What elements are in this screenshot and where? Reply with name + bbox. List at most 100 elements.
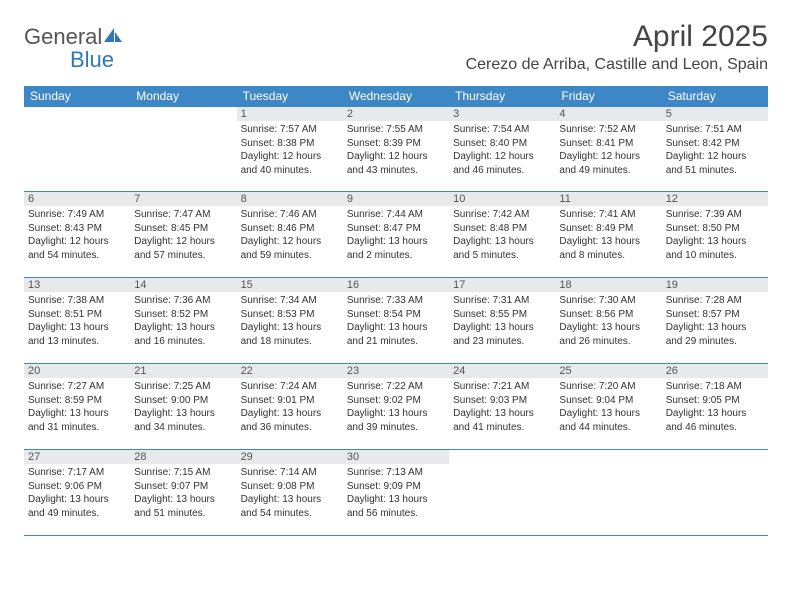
day-sunset: Sunset: 8:48 PM [453,222,551,236]
day-day2: and 57 minutes. [134,249,232,263]
day-number: 18 [559,278,571,293]
day-day1: Daylight: 13 hours [666,321,764,335]
day-number-row [130,107,236,121]
day-sunset: Sunset: 8:59 PM [28,394,126,408]
day-day1: Daylight: 12 hours [241,235,339,249]
day-sunset: Sunset: 8:38 PM [241,137,339,151]
day-sunset: Sunset: 9:00 PM [134,394,232,408]
day-cell: 11 Sunrise: 7:41 AMSunset: 8:49 PMDayligh… [555,192,661,277]
day-header: Sunday [24,86,130,106]
day-cell: 3Sunrise: 7:54 AMSunset: 8:40 PMDaylight… [449,107,555,191]
day-day2: and 5 minutes. [453,249,551,263]
day-sunrise: Sunrise: 7:47 AM [134,208,232,222]
day-cell: 25Sunrise: 7:20 AMSunset: 9:04 PMDayligh… [555,364,661,449]
day-number: 4 [559,107,565,122]
day-number-row: 23 [343,364,449,378]
day-header: Tuesday [237,86,343,106]
day-cell: 7Sunrise: 7:47 AMSunset: 8:45 PMDaylight… [130,192,236,277]
day-number-row [24,107,130,121]
day-day1: Daylight: 12 hours [241,150,339,164]
day-day2: and 56 minutes. [347,507,445,521]
day-day2: and 26 minutes. [559,335,657,349]
day-day2: and 16 minutes. [134,335,232,349]
day-number-row: 15 [237,278,343,292]
day-number-row: 10 [449,192,555,206]
day-header: Friday [555,86,661,106]
day-day1: Daylight: 13 hours [453,407,551,421]
day-number: 20 [28,364,40,379]
day-day2: and 44 minutes. [559,421,657,435]
day-day1: Daylight: 13 hours [559,235,657,249]
day-sunrise: Sunrise: 7:41 AM [559,208,657,222]
day-day2: and 29 minutes. [666,335,764,349]
day-cell [662,450,768,535]
day-number: 17 [453,278,465,293]
day-sunrise: Sunrise: 7:31 AM [453,294,551,308]
day-cell: 2Sunrise: 7:55 AMSunset: 8:39 PMDaylight… [343,107,449,191]
day-day1: Daylight: 13 hours [134,407,232,421]
day-day1: Daylight: 13 hours [347,407,445,421]
day-sunrise: Sunrise: 7:14 AM [241,466,339,480]
brand-logo: General Blue [24,26,122,72]
day-day1: Daylight: 13 hours [666,407,764,421]
day-sunset: Sunset: 8:45 PM [134,222,232,236]
day-number: 6 [28,192,34,207]
day-header: Saturday [662,86,768,106]
day-cell [449,450,555,535]
day-cell: 13Sunrise: 7:38 AMSunset: 8:51 PMDayligh… [24,278,130,363]
day-sunrise: Sunrise: 7:17 AM [28,466,126,480]
day-number: 7 [134,192,140,207]
day-sunset: Sunset: 8:57 PM [666,308,764,322]
location-text: Cerezo de Arriba, Castille and Leon, Spa… [466,56,768,74]
day-number-row: 27 [24,450,130,464]
day-sunset: Sunset: 8:49 PM [559,222,657,236]
day-sunrise: Sunrise: 7:24 AM [241,380,339,394]
week-row: 13Sunrise: 7:38 AMSunset: 8:51 PMDayligh… [24,278,768,364]
day-cell: 19Sunrise: 7:28 AMSunset: 8:57 PMDayligh… [662,278,768,363]
day-cell: 6Sunrise: 7:49 AMSunset: 8:43 PMDaylight… [24,192,130,277]
calendar-header-row: SundayMondayTuesdayWednesdayThursdayFrid… [24,86,768,106]
day-number-row: 24 [449,364,555,378]
day-number-row: 26 [662,364,768,378]
day-cell: 26Sunrise: 7:18 AMSunset: 9:05 PMDayligh… [662,364,768,449]
day-number-row: 22 [237,364,343,378]
day-sunrise: Sunrise: 7:52 AM [559,123,657,137]
day-number-row: 11 [555,192,661,206]
day-day1: Daylight: 13 hours [241,493,339,507]
day-cell: 9Sunrise: 7:44 AMSunset: 8:47 PMDaylight… [343,192,449,277]
day-sunrise: Sunrise: 7:27 AM [28,380,126,394]
day-sunset: Sunset: 8:39 PM [347,137,445,151]
day-cell: 27Sunrise: 7:17 AMSunset: 9:06 PMDayligh… [24,450,130,535]
day-number-row [449,450,555,464]
day-day2: and 46 minutes. [666,421,764,435]
day-sunset: Sunset: 8:53 PM [241,308,339,322]
day-sunrise: Sunrise: 7:21 AM [453,380,551,394]
day-cell: 20Sunrise: 7:27 AMSunset: 8:59 PMDayligh… [24,364,130,449]
day-number: 14 [134,278,146,293]
day-cell: 14Sunrise: 7:36 AMSunset: 8:52 PMDayligh… [130,278,236,363]
day-cell [555,450,661,535]
day-number-row [662,450,768,464]
day-sunrise: Sunrise: 7:28 AM [666,294,764,308]
day-sunset: Sunset: 8:51 PM [28,308,126,322]
day-number-row: 30 [343,450,449,464]
day-sunset: Sunset: 8:43 PM [28,222,126,236]
day-sunrise: Sunrise: 7:30 AM [559,294,657,308]
day-number: 26 [666,364,678,379]
day-number: 2 [347,107,353,122]
day-sunrise: Sunrise: 7:25 AM [134,380,232,394]
day-number-row: 13 [24,278,130,292]
day-day1: Daylight: 13 hours [453,235,551,249]
day-cell: 4Sunrise: 7:52 AMSunset: 8:41 PMDaylight… [555,107,661,191]
day-sunset: Sunset: 8:55 PM [453,308,551,322]
brand-part1: General [24,24,102,49]
day-cell: 29Sunrise: 7:14 AMSunset: 9:08 PMDayligh… [237,450,343,535]
day-day1: Daylight: 12 hours [559,150,657,164]
day-day1: Daylight: 13 hours [241,321,339,335]
day-number: 13 [28,278,40,293]
day-sunrise: Sunrise: 7:22 AM [347,380,445,394]
calendar: SundayMondayTuesdayWednesdayThursdayFrid… [24,86,768,536]
day-number-row: 29 [237,450,343,464]
day-day2: and 23 minutes. [453,335,551,349]
day-number: 5 [666,107,672,122]
